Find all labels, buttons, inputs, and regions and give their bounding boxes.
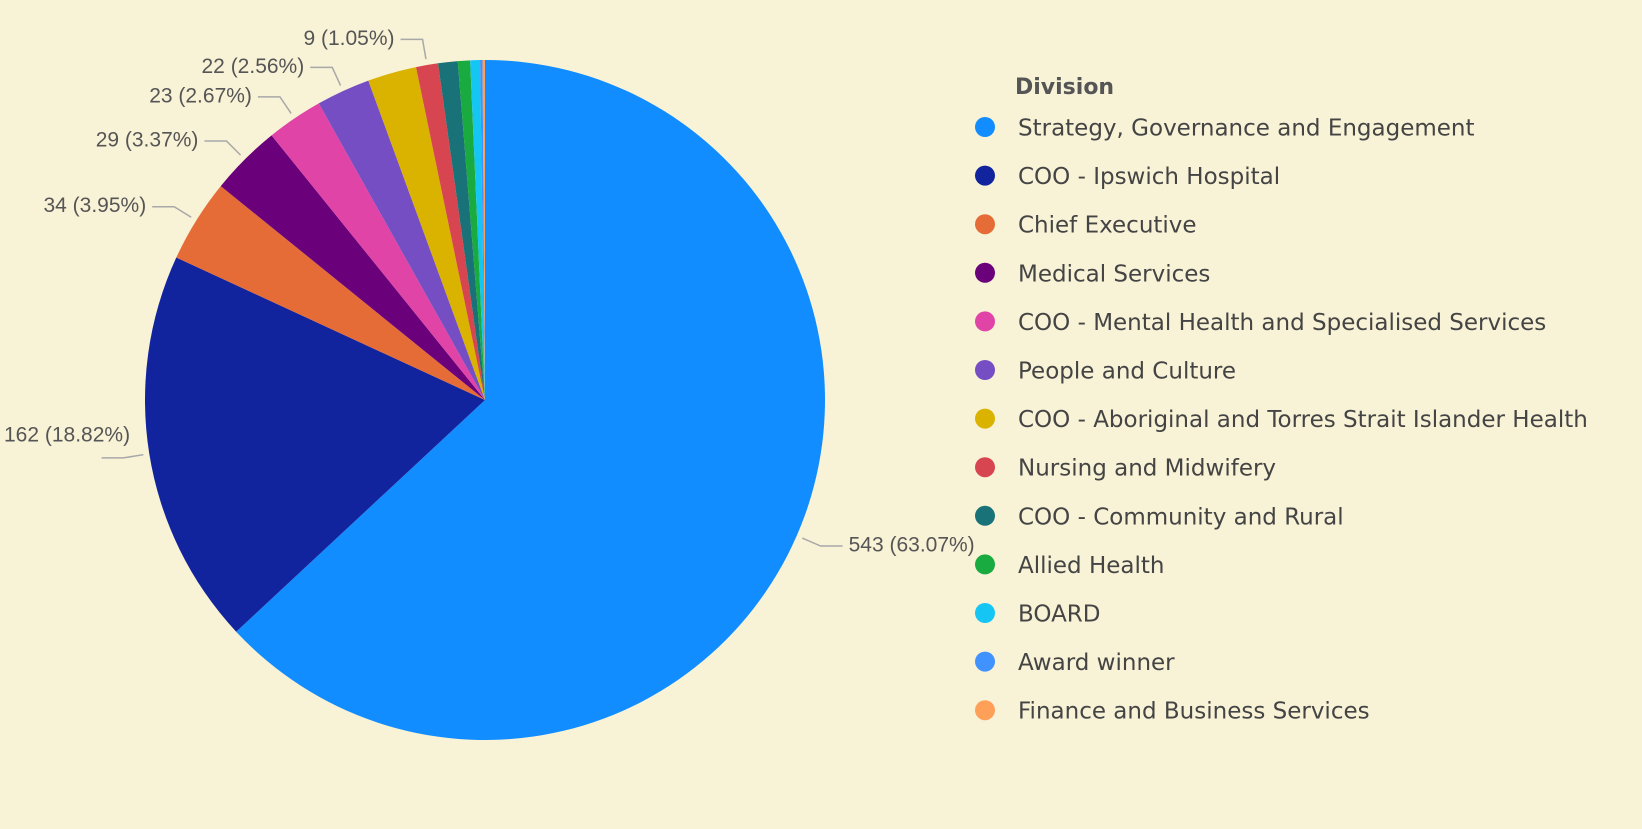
pie-slice [368, 67, 485, 400]
legend-marker [975, 505, 995, 526]
leader-line [101, 453, 144, 459]
pie-slice [438, 61, 485, 400]
legend-marker [975, 457, 995, 478]
data-label: 23 (2.67%) [149, 84, 252, 107]
leader-line [257, 96, 292, 114]
pie-slice [236, 60, 825, 741]
legend-marker [975, 603, 995, 623]
pie-slice [318, 80, 485, 400]
legend-label: COO - Ipswich Hospital [1018, 164, 1280, 190]
pie-slice [176, 186, 485, 400]
pie-slice [220, 135, 486, 401]
legend-label: Nursing and Midwifery [1018, 456, 1276, 482]
pie-slice [482, 60, 485, 400]
legend-marker [975, 262, 995, 283]
legend-marker [975, 214, 995, 235]
legend-marker [975, 700, 995, 721]
data-label: 543 (63.07%) [849, 534, 975, 557]
legend-marker [975, 311, 995, 332]
leader-line [204, 140, 242, 156]
leader-line [152, 205, 192, 218]
leader-line [400, 38, 427, 60]
legend-label: COO - Aboriginal and Torres Strait Islan… [1018, 407, 1588, 433]
legend-label: Award winner [1018, 650, 1175, 676]
legend-marker [975, 651, 995, 672]
pie-slice [144, 257, 486, 632]
pie-slice [271, 103, 485, 400]
legend-marker [975, 554, 995, 575]
data-label: 34 (3.95%) [43, 194, 146, 217]
legend-label: Allied Health [1018, 553, 1165, 579]
pie-slice [416, 63, 485, 401]
pie-slice [470, 60, 485, 400]
legend-marker [975, 165, 995, 186]
pie-slice [457, 60, 485, 400]
legend-label: Medical Services [1018, 261, 1210, 287]
data-label: 29 (3.37%) [96, 129, 199, 152]
legend-label: COO - Community and Rural [1018, 504, 1344, 530]
legend-label: Chief Executive [1018, 213, 1197, 239]
legend-marker [975, 117, 995, 137]
leader-line [310, 66, 342, 86]
legend-title: Division [1015, 75, 1114, 100]
legend-label: Strategy, Governance and Engagement [1018, 116, 1475, 142]
data-label: 22 (2.56%) [202, 55, 305, 78]
data-label: 162 (18.82%) [4, 423, 130, 446]
legend-label: BOARD [1018, 602, 1101, 628]
legend-label: Finance and Business Services [1018, 699, 1370, 725]
data-label: 9 (1.05%) [303, 27, 394, 50]
legend-marker [975, 360, 995, 380]
pie-slice [480, 60, 485, 400]
leader-line [801, 537, 843, 547]
legend-marker [975, 408, 995, 429]
legend-label: People and Culture [1018, 359, 1236, 385]
legend-label: COO - Mental Health and Specialised Serv… [1018, 310, 1546, 336]
